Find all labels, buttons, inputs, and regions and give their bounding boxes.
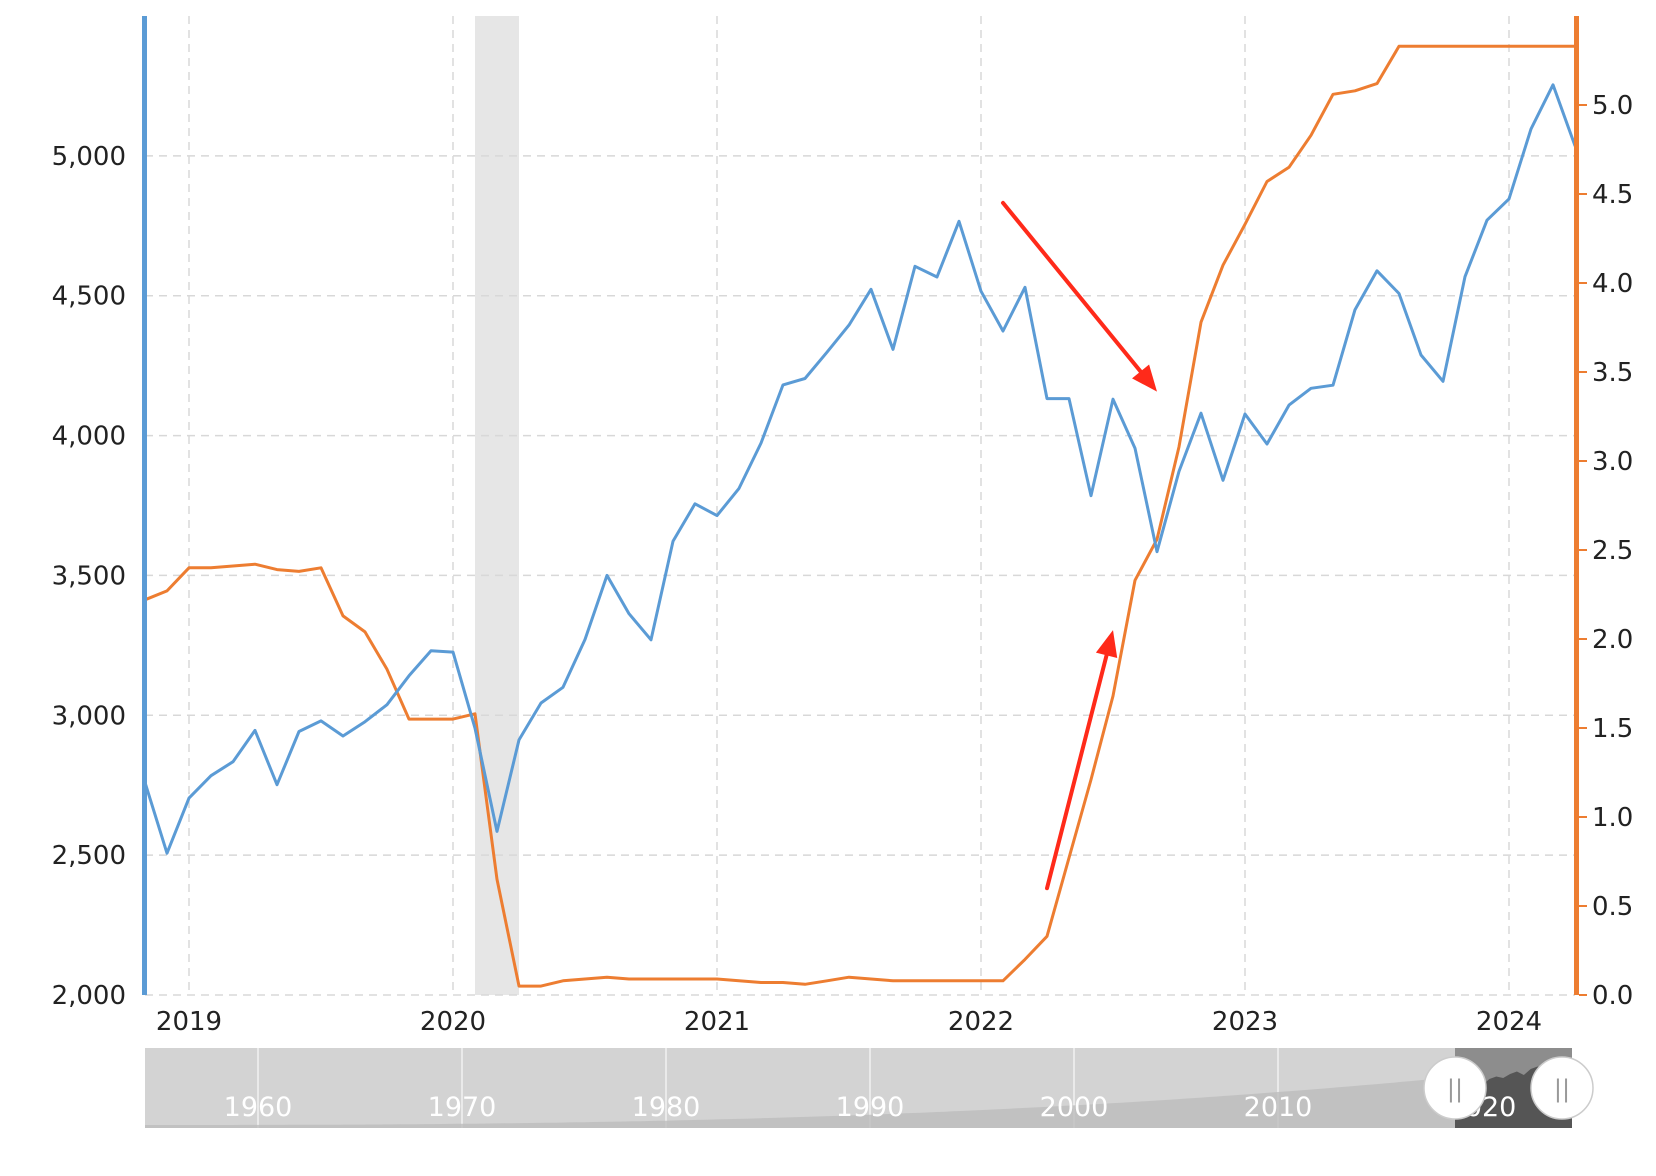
navigator-area (145, 1065, 1572, 1128)
left-axis-series-line (145, 83, 1575, 855)
navigator-decade-label: 2010 (1244, 1092, 1313, 1123)
navigator-decade-label: 1980 (632, 1092, 701, 1123)
left-tick-label: 3,500 (52, 561, 126, 591)
recession-band-layer (475, 16, 519, 995)
x-tick-label: 2023 (1212, 1007, 1278, 1037)
navigator-left-handle[interactable]: || (1423, 1056, 1487, 1120)
right-tick-label: 3.5 (1592, 358, 1633, 388)
left-tick-label: 2,500 (52, 841, 126, 871)
x-tick-label: 2020 (420, 1007, 486, 1037)
left-axis-bar (142, 16, 147, 995)
recession-band (475, 16, 519, 995)
navigator-right-handle[interactable]: || (1530, 1056, 1594, 1120)
left-tick-label: 2,000 (52, 981, 126, 1011)
right-axis-series-line (145, 44, 1575, 988)
left-tick-label: 3,000 (52, 701, 126, 731)
left-tick-label: 4,500 (52, 282, 126, 312)
annotation-arrow (1001, 200, 1157, 392)
left-tick-label: 5,000 (52, 142, 126, 172)
right-tick-label: 4.5 (1592, 180, 1633, 210)
right-tick-label: 4.0 (1592, 269, 1633, 299)
right-tick-label: 0.5 (1592, 892, 1633, 922)
left-tick-label: 4,000 (52, 422, 126, 452)
annotation-layer (1001, 200, 1157, 891)
navigator-decade-label: 1960 (224, 1092, 293, 1123)
right-axis-tick-labels: 0.0 0.5 1.0 1.5 2.0 2.5 3.0 3.5 4.0 4.5 5.0 (1592, 91, 1633, 1011)
annotation-arrow (1045, 630, 1118, 891)
x-axis-tick-labels: 2019 2020 2021 2022 2023 2024 (156, 1007, 1542, 1037)
x-tick-label: 2022 (948, 1007, 1014, 1037)
x-tick-label: 2024 (1476, 1007, 1542, 1037)
right-axis-bar (1574, 16, 1579, 995)
navigator-decade-label: 1970 (428, 1092, 497, 1123)
grid-layer (145, 16, 1575, 996)
right-tick-label: 3.0 (1592, 447, 1633, 477)
right-tick-label: 2.0 (1592, 625, 1633, 655)
right-tick-label: 0.0 (1592, 981, 1633, 1011)
navigator-decade-label: 1990 (836, 1092, 905, 1123)
right-tick-label: 1.5 (1592, 714, 1633, 744)
left-axis-tick-labels: 2,000 2,500 3,000 3,500 4,000 4,500 5,000 (52, 142, 126, 1011)
x-tick-label: 2019 (156, 1007, 222, 1037)
right-tick-label: 1.0 (1592, 803, 1633, 833)
handle-grip-icon: || (1554, 1075, 1570, 1103)
series-layer (145, 44, 1575, 988)
navigator-decade-label: 2000 (1040, 1092, 1109, 1123)
range-navigator[interactable]: 1960 1970 1980 1990 2000 2010 2020|| || (145, 1048, 1594, 1128)
right-tick-label: 5.0 (1592, 91, 1633, 121)
right-tick-label: 2.5 (1592, 536, 1633, 566)
handle-grip-icon: || (1447, 1075, 1463, 1103)
axis-bars (142, 16, 1587, 996)
x-tick-label: 2021 (684, 1007, 750, 1037)
